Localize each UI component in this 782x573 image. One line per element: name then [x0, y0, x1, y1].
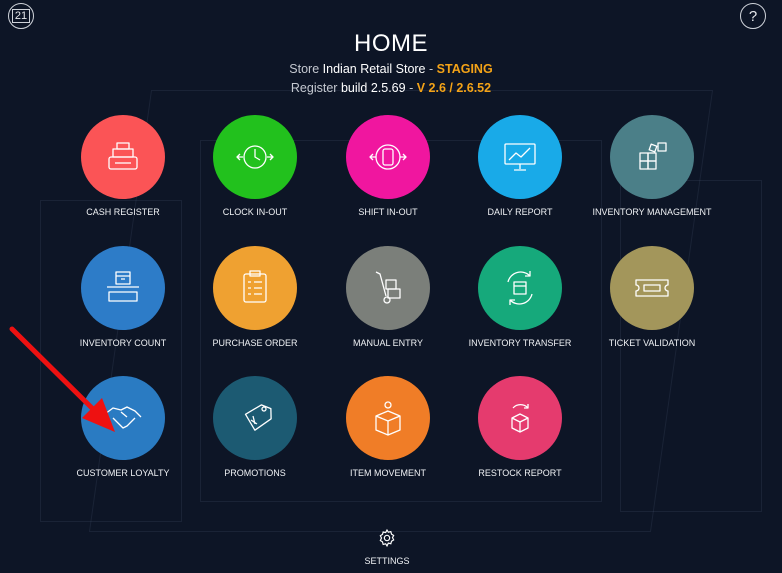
box-refresh-icon: [511, 404, 529, 433]
tile-circle[interactable]: [346, 115, 430, 199]
price-tag-icon: [244, 404, 272, 431]
tile-circle[interactable]: [346, 376, 430, 460]
tile-circle[interactable]: [478, 376, 562, 460]
tile-label: ITEM MOVEMENT: [350, 468, 426, 478]
ticket-icon: [635, 279, 669, 297]
tile-label: MANUAL ENTRY: [352, 338, 423, 348]
calendar-button[interactable]: 21: [8, 3, 34, 29]
tile-circle[interactable]: [213, 376, 297, 460]
tile-daily-report[interactable]: DAILY REPORT: [455, 115, 585, 218]
settings-label: SETTINGS: [364, 556, 410, 566]
tile-circle[interactable]: [610, 246, 694, 330]
tile-label: CLOCK IN-OUT: [222, 207, 288, 217]
tile-clock-in-out[interactable]: CLOCK IN-OUT: [190, 115, 320, 218]
tile-circle[interactable]: [213, 246, 297, 330]
tile-circle[interactable]: [346, 246, 430, 330]
tile-purchase-order[interactable]: PURCHASE ORDER: [190, 246, 320, 349]
shift-icon: [369, 144, 407, 170]
tile-label: PURCHASE ORDER: [212, 338, 298, 348]
tile-manual-entry[interactable]: MANUAL ENTRY: [323, 246, 453, 349]
environment-badge: STAGING: [436, 62, 493, 76]
tile-circle[interactable]: [213, 115, 297, 199]
gear-icon: [379, 528, 395, 548]
tile-inventory-transfer[interactable]: INVENTORY TRANSFER: [455, 246, 585, 349]
tile-inventory-management[interactable]: INVENTORY MANAGEMENT: [587, 115, 717, 218]
chart-monitor-icon: [504, 143, 536, 171]
tile-ticket-validation[interactable]: TICKET VALIDATION: [587, 246, 717, 349]
tile-promotions[interactable]: PROMOTIONS: [190, 376, 320, 479]
tile-label: SHIFT IN-OUT: [358, 207, 418, 217]
tile-label: TICKET VALIDATION: [608, 338, 696, 348]
clipboard-icon: [243, 270, 267, 303]
tile-label: RESTOCK REPORT: [478, 468, 562, 478]
store-info: Store Indian Retail Store - STAGING: [0, 62, 782, 76]
help-button[interactable]: ?: [740, 3, 766, 29]
tile-cash-register[interactable]: CASH REGISTER: [58, 115, 188, 218]
register-info: Register build 2.5.69 - V 2.6 / 2.6.52: [0, 81, 782, 95]
tile-circle[interactable]: [610, 115, 694, 199]
separator: -: [409, 81, 414, 95]
cash-register-icon: [108, 142, 138, 170]
tile-label: INVENTORY TRANSFER: [468, 338, 572, 348]
tile-circle[interactable]: [81, 246, 165, 330]
tile-restock-report[interactable]: RESTOCK REPORT: [455, 376, 585, 479]
tile-label: DAILY REPORT: [487, 207, 553, 217]
hand-truck-icon: [375, 271, 401, 304]
box-counter-icon: [107, 271, 139, 302]
tile-circle[interactable]: [81, 115, 165, 199]
tile-inventory-count[interactable]: INVENTORY COUNT: [58, 246, 188, 349]
tile-label: INVENTORY MANAGEMENT: [592, 207, 712, 217]
page-title: HOME: [354, 30, 428, 57]
app-version: V 2.6 / 2.6.52: [416, 81, 492, 95]
tile-label: INVENTORY COUNT: [79, 338, 167, 348]
store-name: Indian Retail Store: [322, 62, 426, 76]
boxes-icon: [639, 142, 667, 170]
tile-label: CASH REGISTER: [86, 207, 160, 217]
tile-customer-loyalty[interactable]: CUSTOMER LOYALTY: [58, 376, 188, 479]
tile-label: CUSTOMER LOYALTY: [76, 468, 170, 478]
tile-circle[interactable]: [478, 246, 562, 330]
box-transfer-icon: [507, 271, 533, 305]
calendar-day: 21: [11, 9, 31, 23]
tile-circle[interactable]: [478, 115, 562, 199]
clock-icon: [236, 145, 274, 169]
box-gear-icon: [375, 401, 401, 436]
store-prefix: Store: [289, 62, 320, 76]
tile-label: PROMOTIONS: [224, 468, 286, 478]
settings-button[interactable]: SETTINGS: [351, 528, 423, 567]
tile-item-movement[interactable]: ITEM MOVEMENT: [323, 376, 453, 479]
separator: -: [429, 62, 434, 76]
register-prefix: Register: [290, 81, 338, 95]
handshake-icon: [104, 406, 142, 429]
build-version: build 2.5.69: [340, 81, 406, 95]
tile-shift-in-out[interactable]: SHIFT IN-OUT: [323, 115, 453, 218]
